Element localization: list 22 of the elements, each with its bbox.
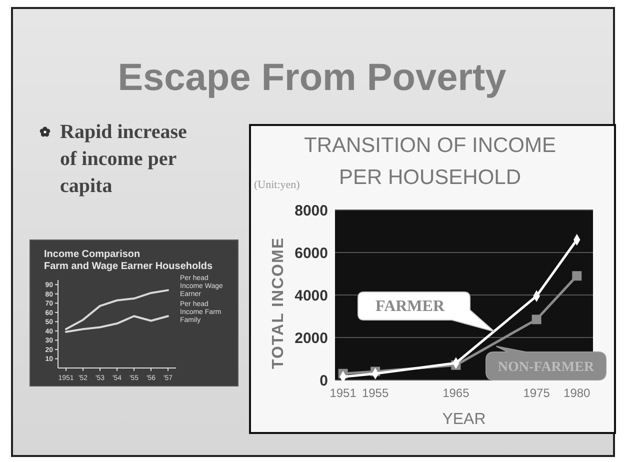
x-tick-label: 1951 xyxy=(330,386,357,400)
x-axis-title: YEAR xyxy=(442,411,486,428)
y-tick-label: 0 xyxy=(320,372,328,390)
y-tick-label: 6000 xyxy=(294,244,328,262)
y-axis-title: TOTAL INCOME xyxy=(270,237,287,369)
x-tick-label: 1980 xyxy=(564,386,591,400)
text: (Unit:yen) xyxy=(254,179,300,191)
x-tick-label: 1975 xyxy=(523,386,550,400)
chart-title: TRANSITION OF INCOME PER HOUSEHOLD xyxy=(304,134,556,189)
x-tick-label: 1965 xyxy=(442,386,470,400)
point xyxy=(532,314,542,324)
text: Escape From Poverty xyxy=(118,57,506,99)
x-tick-label: 1955 xyxy=(362,386,389,400)
chart-title: Income Comparison xyxy=(44,249,140,260)
line-series xyxy=(65,289,169,330)
point xyxy=(572,271,582,281)
text: Rapid increase of income per capita xyxy=(60,121,187,197)
y-tick-label: 4000 xyxy=(294,287,328,304)
y-tick-label: 8000 xyxy=(294,202,328,220)
chart-subtitle: Farm and Wage Earner Households xyxy=(44,261,213,272)
y-tick-label: 2000 xyxy=(294,330,328,347)
text: FARMER xyxy=(375,298,445,315)
